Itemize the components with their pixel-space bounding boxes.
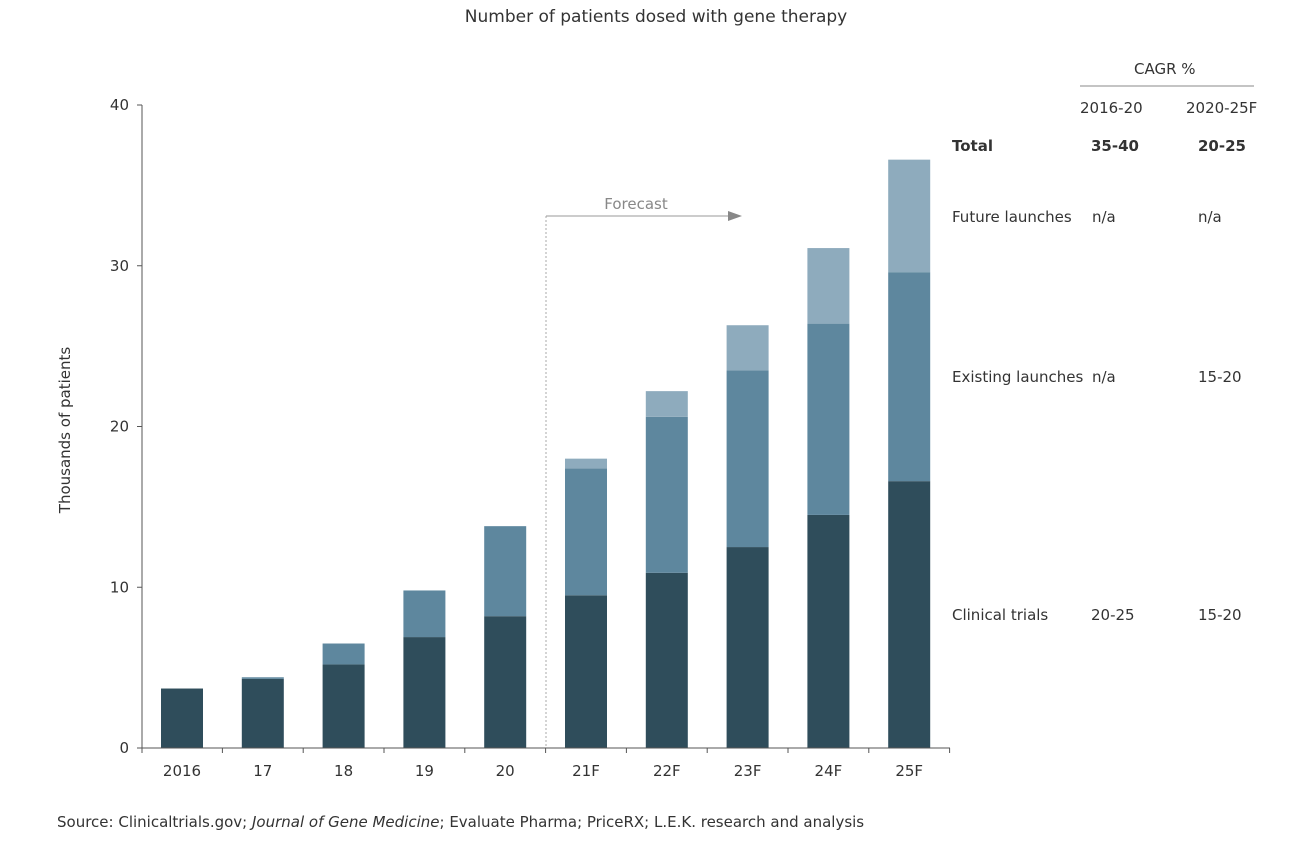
- bar-future-launches-23F: [726, 325, 769, 371]
- x-tick-label: 24F: [815, 762, 843, 780]
- x-tick-label: 23F: [734, 762, 762, 780]
- row-label-total: Total: [952, 137, 993, 155]
- total-cagr-2: 20-25: [1198, 137, 1246, 155]
- bar-clinical-trials-20: [484, 616, 527, 748]
- bar-clinical-trials-18: [322, 664, 365, 748]
- row-label-clinical: Clinical trials: [952, 606, 1049, 624]
- bar-existing-launches-17: [241, 677, 284, 679]
- forecast-label: Forecast: [604, 195, 668, 213]
- bar-existing-launches-21F: [565, 468, 607, 596]
- bar-clinical-trials-24F: [807, 514, 850, 748]
- chart-title: Number of patients dosed with gene thera…: [465, 7, 847, 27]
- bar-clinical-trials-25F: [888, 481, 931, 748]
- bar-existing-launches-24F: [807, 323, 850, 515]
- cagr-col-2: 2020-25F: [1186, 99, 1258, 117]
- bar-future-launches-22F: [645, 391, 688, 417]
- y-tick-label: 30: [110, 257, 129, 275]
- forecast-arrow-icon: [728, 211, 742, 221]
- source-prefix: Source: Clinicaltrials.gov;: [57, 813, 252, 831]
- bar-existing-launches-20: [484, 526, 527, 617]
- bar-existing-launches-18: [322, 643, 365, 665]
- row-label-future: Future launches: [952, 208, 1072, 226]
- bar-clinical-trials-22F: [645, 572, 688, 748]
- y-tick-label: 20: [110, 418, 129, 436]
- x-tick-label: 20: [496, 762, 515, 780]
- bar-future-launches-25F: [888, 159, 931, 273]
- row-label-existing: Existing launches: [952, 368, 1084, 386]
- bar-clinical-trials-2016: [161, 688, 203, 748]
- x-tick-label: 17: [253, 762, 272, 780]
- clinical-cagr-2: 15-20: [1198, 606, 1242, 624]
- source-note: Source: Clinicaltrials.gov; Journal of G…: [57, 813, 864, 831]
- source-italic: Journal of Gene Medicine: [252, 813, 440, 831]
- y-tick-label: 10: [110, 578, 129, 596]
- x-tick-label: 19: [415, 762, 434, 780]
- y-axis-label: Thousands of patients: [56, 347, 74, 515]
- future-cagr-1: n/a: [1092, 208, 1116, 226]
- source-suffix: ; Evaluate Pharma; PriceRX; L.E.K. resea…: [439, 813, 865, 831]
- future-cagr-2: n/a: [1198, 208, 1222, 226]
- existing-cagr-2: 15-20: [1198, 368, 1242, 386]
- clinical-cagr-1: 20-25: [1091, 606, 1135, 624]
- x-tick-label: 2016: [163, 762, 201, 780]
- y-tick-label: 40: [110, 96, 129, 114]
- total-cagr-1: 35-40: [1091, 137, 1139, 155]
- bar-existing-launches-22F: [645, 416, 688, 573]
- x-tick-label: 21F: [572, 762, 600, 780]
- cagr-header: CAGR %: [1134, 60, 1196, 78]
- bar-existing-launches-25F: [888, 272, 931, 482]
- bar-future-launches-24F: [807, 248, 850, 324]
- y-tick-label: 0: [119, 739, 129, 757]
- bar-clinical-trials-19: [403, 637, 446, 748]
- x-tick-label: 25F: [895, 762, 923, 780]
- bar-clinical-trials-23F: [726, 547, 769, 748]
- bar-existing-launches-23F: [726, 370, 769, 548]
- bar-clinical-trials-17: [241, 678, 284, 748]
- cagr-col-1: 2016-20: [1080, 99, 1143, 117]
- existing-cagr-1: n/a: [1092, 368, 1116, 386]
- x-tick-label: 22F: [653, 762, 681, 780]
- bar-future-launches-21F: [565, 458, 607, 469]
- bar-existing-launches-19: [403, 590, 446, 638]
- bar-clinical-trials-21F: [565, 595, 607, 748]
- x-tick-label: 18: [334, 762, 353, 780]
